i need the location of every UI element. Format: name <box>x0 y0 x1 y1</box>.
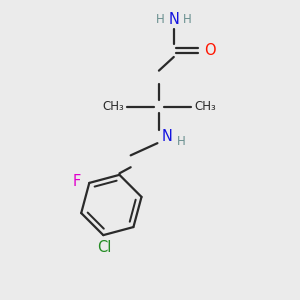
Text: N: N <box>162 129 173 144</box>
Text: H: H <box>177 136 186 148</box>
Text: CH₃: CH₃ <box>194 100 216 113</box>
Text: N: N <box>168 12 179 27</box>
Text: O: O <box>205 43 216 58</box>
Text: F: F <box>73 174 81 189</box>
Text: Cl: Cl <box>97 239 111 254</box>
Text: H: H <box>183 13 191 26</box>
Text: H: H <box>156 13 165 26</box>
Text: CH₃: CH₃ <box>102 100 124 113</box>
